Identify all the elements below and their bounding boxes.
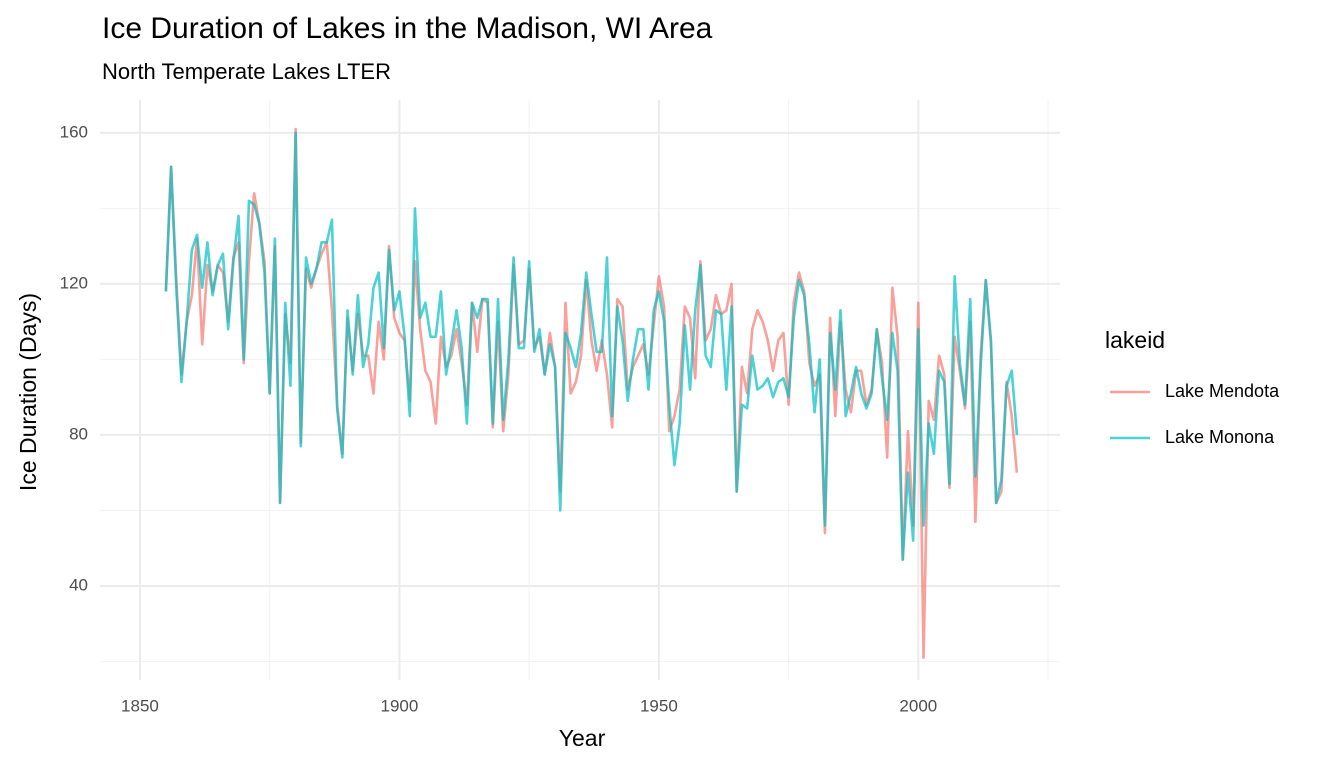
legend-label: Lake Monona: [1165, 427, 1275, 447]
y-tick-label: 120: [60, 273, 88, 292]
line-series: [164, 131, 1019, 561]
y-axis-label: Ice Duration (Days): [15, 293, 41, 491]
y-tick-label: 40: [69, 575, 88, 594]
x-tick-label: 2000: [899, 696, 937, 715]
x-tick-label: 1900: [381, 696, 419, 715]
legend-title: lakeid: [1105, 327, 1165, 353]
legend-label: Lake Mendota: [1165, 381, 1280, 401]
x-tick-label: 1850: [121, 696, 159, 715]
y-tick-label: 160: [60, 122, 88, 141]
x-tick-label: 1950: [640, 696, 678, 715]
chart-subtitle: North Temperate Lakes LTER: [102, 59, 391, 84]
y-tick-label: 80: [69, 424, 88, 443]
chart-title: Ice Duration of Lakes in the Madison, WI…: [102, 12, 713, 45]
x-axis-label: Year: [559, 725, 606, 751]
